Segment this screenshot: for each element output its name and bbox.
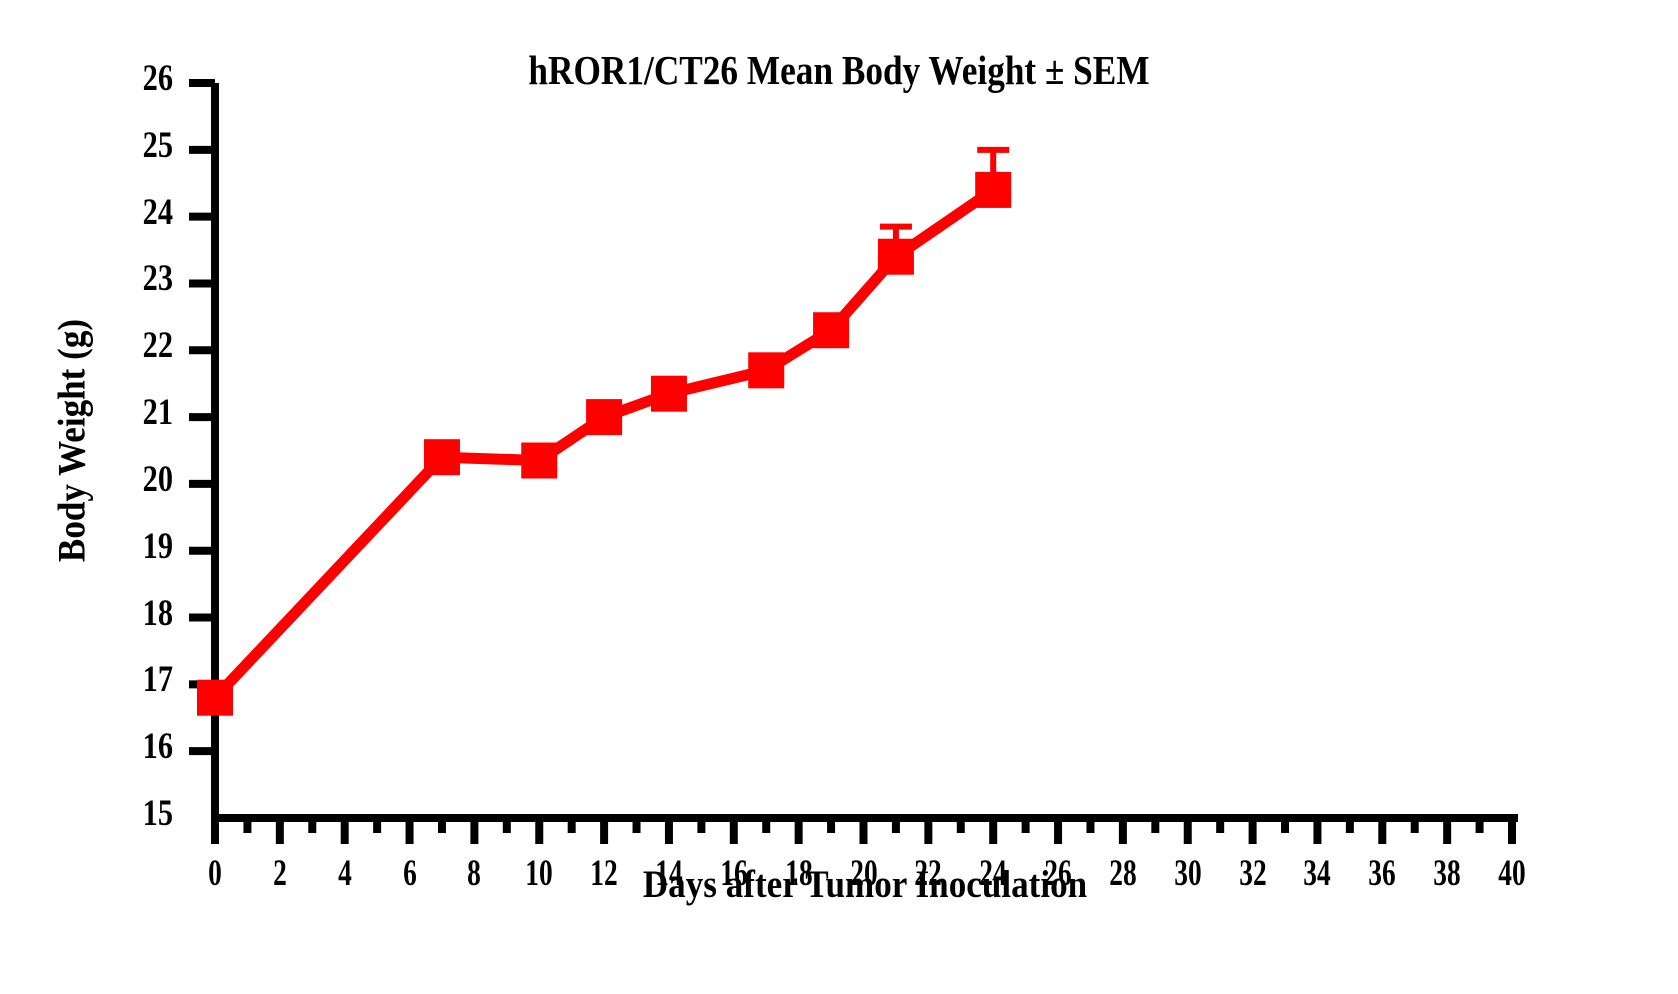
x-axis-tick-label: 30 [1174,853,1202,894]
y-axis-tick-label: 19 [142,525,173,567]
y-axis-tick-label: 22 [142,325,173,367]
x-axis-label: Days after Tumor Inoculation [642,863,1088,906]
x-axis-tick-label: 0 [208,853,222,894]
data-point-marker [748,352,785,389]
x-axis-tick-label: 6 [402,853,417,894]
x-axis-tick-label: 38 [1433,853,1461,894]
data-point-marker [877,238,914,275]
chart-title: hROR1/CT26 Mean Body Weight ± SEM [528,47,1150,93]
y-axis-tick-label: 18 [142,592,173,634]
x-axis-tick-label: 12 [590,853,618,894]
x-axis-tick-label: 8 [467,853,482,894]
data-point-marker [813,312,850,349]
y-axis-tick-label: 23 [142,258,173,300]
y-axis-tick-label: 21 [142,392,173,434]
x-axis-tick-label: 20 [849,853,878,894]
y-axis-tick-label: 17 [142,659,173,701]
data-point-marker [423,439,460,476]
y-axis-tick-label: 20 [142,458,173,500]
y-axis-tick-label: 15 [142,793,173,834]
y-axis-tick-label: 16 [142,726,173,768]
x-axis-tick-label: 18 [784,853,813,894]
data-point-marker [650,375,687,412]
x-axis-tick-label: 14 [655,853,683,894]
x-axis-tick-label: 2 [272,853,287,894]
data-point-marker [586,399,623,436]
x-axis-tick-label: 26 [1044,853,1072,894]
x-axis-tick-label: 40 [1498,853,1526,894]
x-axis-tick-label: 16 [720,853,748,894]
data-point-marker [521,442,558,479]
data-point-marker [197,679,233,716]
x-axis-tick-label: 4 [337,853,352,894]
x-axis-tick-label: 32 [1238,853,1267,894]
y-axis-tick-label: 25 [142,124,173,166]
y-axis-tick-label: 26 [142,58,173,99]
x-axis-tick-label: 36 [1368,853,1396,894]
x-axis-tick-label: 28 [1109,853,1137,894]
x-axis-tick-label: 22 [914,853,943,894]
y-axis-tick-label: 24 [142,191,173,233]
data-point-marker [975,171,1012,208]
x-axis-tick-label: 24 [979,853,1007,894]
x-axis-tick-label: 34 [1303,853,1332,894]
series-line [211,185,997,702]
x-axis-tick-label: 10 [525,853,553,894]
